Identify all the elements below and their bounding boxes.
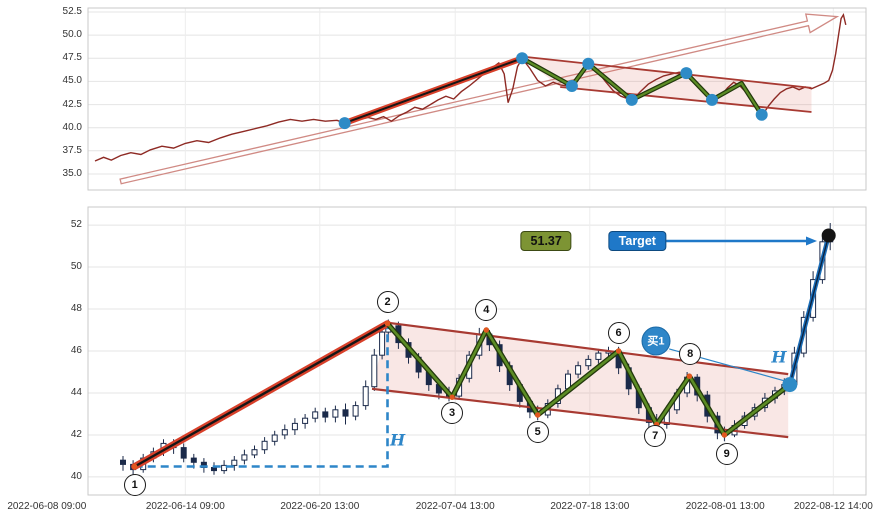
breakout-line-core [789,235,830,385]
zigzag-vertex-dot [686,373,693,379]
candle-body [302,417,309,424]
zigzag-vertex-dot [535,412,541,418]
y-axis-tick-label: 48 [70,303,82,314]
candle-body [281,429,288,436]
measured-move-price-label: 51.37 [520,231,572,251]
y-axis-tick-label: 50.0 [62,29,82,41]
target-arrow-head [806,236,817,246]
swing-dot [706,93,718,106]
swing-point-number-circle: 5 [526,420,549,443]
zigzag-vertex-dot [483,327,489,333]
candle-body [575,365,582,375]
swing-dot [625,93,638,106]
swing-point-number-circle: 9 [715,442,738,465]
y-axis-tick-label: 52 [70,219,82,231]
uptrend-arrow [119,13,840,185]
y-axis-tick-label: 47.5 [62,52,82,64]
zigzag-vertex-dot [132,463,138,470]
swing-point-number-circle: 8 [679,343,702,366]
swing-point-number-circle: 3 [441,401,464,424]
x-axis-tick-label: 2022-08-12 14:00 [793,501,873,512]
candle-body [251,449,258,456]
swing-point-number-circle: 6 [607,322,630,345]
flag-pole-core [344,57,523,125]
candle-body [241,454,248,461]
candle-body [312,411,319,419]
buy-signal-badge: 买1 [641,326,671,356]
candle-body [371,354,378,388]
zigzag-vertex-dot [615,348,622,354]
candle-body [271,434,278,442]
candle-body [231,459,238,466]
candle-body [322,411,329,418]
y-axis-tick-label: 44 [70,387,82,398]
flag-height-label-left: H [390,430,406,450]
channel-upper-line [520,55,812,89]
swing-dot [338,117,351,130]
channel-upper-line [387,321,789,376]
zigzag-vertex-dot [721,432,728,438]
candle-body [180,447,187,459]
candle-body [585,358,592,367]
y-axis-tick-label: 35.0 [62,168,82,179]
candle-body [261,440,268,451]
y-axis-tick-label: 42 [70,429,82,440]
swing-dot [565,80,578,92]
breakout-start-dot [782,377,798,393]
x-axis-tick-label: 2022-06-14 09:00 [145,501,225,512]
x-axis-tick-label: 2022-06-20 13:00 [280,501,360,512]
y-axis-tick-label: 42.5 [62,98,82,110]
flag-height-label-right: H [771,347,787,367]
target-label: Target [608,231,666,251]
y-axis-tick-label: 37.5 [62,144,82,156]
swing-point-number-circle: 2 [376,290,399,313]
candle-body [221,464,228,472]
x-axis-tick-label: 2022-07-04 13:00 [415,501,495,512]
candle-body [332,409,339,418]
swing-point-number-circle: 1 [123,473,146,496]
zigzag-vertex-dot [449,394,455,400]
swing-point-number-circle: 4 [475,299,498,322]
channel-lower-line [560,86,812,113]
y-axis-tick-label: 40 [70,470,82,482]
plot-border [87,7,867,191]
candle-body [362,386,369,407]
candle-body [120,459,126,465]
x-axis-tick-label: 2022-07-18 13:00 [550,501,630,512]
y-axis-tick-label: 52.5 [62,6,82,17]
candle-body [595,352,602,360]
y-axis-tick-label: 50 [70,261,82,272]
y-axis-tick-label: 40.0 [62,121,82,133]
candle-body [291,422,298,431]
swing-dot [680,67,693,80]
y-axis-tick-label: 46 [70,345,82,356]
candle-body [379,331,386,356]
swing-point-number-circle: 7 [644,425,667,447]
candle-body [352,405,359,417]
candle-body [342,409,349,417]
height-measure-dashed-line [134,323,389,468]
zigzag-vertex-dot [384,321,391,327]
target-dot [821,228,836,243]
flag-pole-core [134,322,389,468]
plot-border [87,206,867,496]
candle-body [190,457,197,463]
swing-dot [516,52,529,65]
x-axis-tick-label: 2022-06-08 09:00 [7,501,87,512]
y-axis-tick-label: 45.0 [62,75,82,87]
swing-dot [755,108,768,121]
x-axis-tick-label: 2022-08-01 13:00 [685,501,765,512]
swing-dot [582,57,595,70]
